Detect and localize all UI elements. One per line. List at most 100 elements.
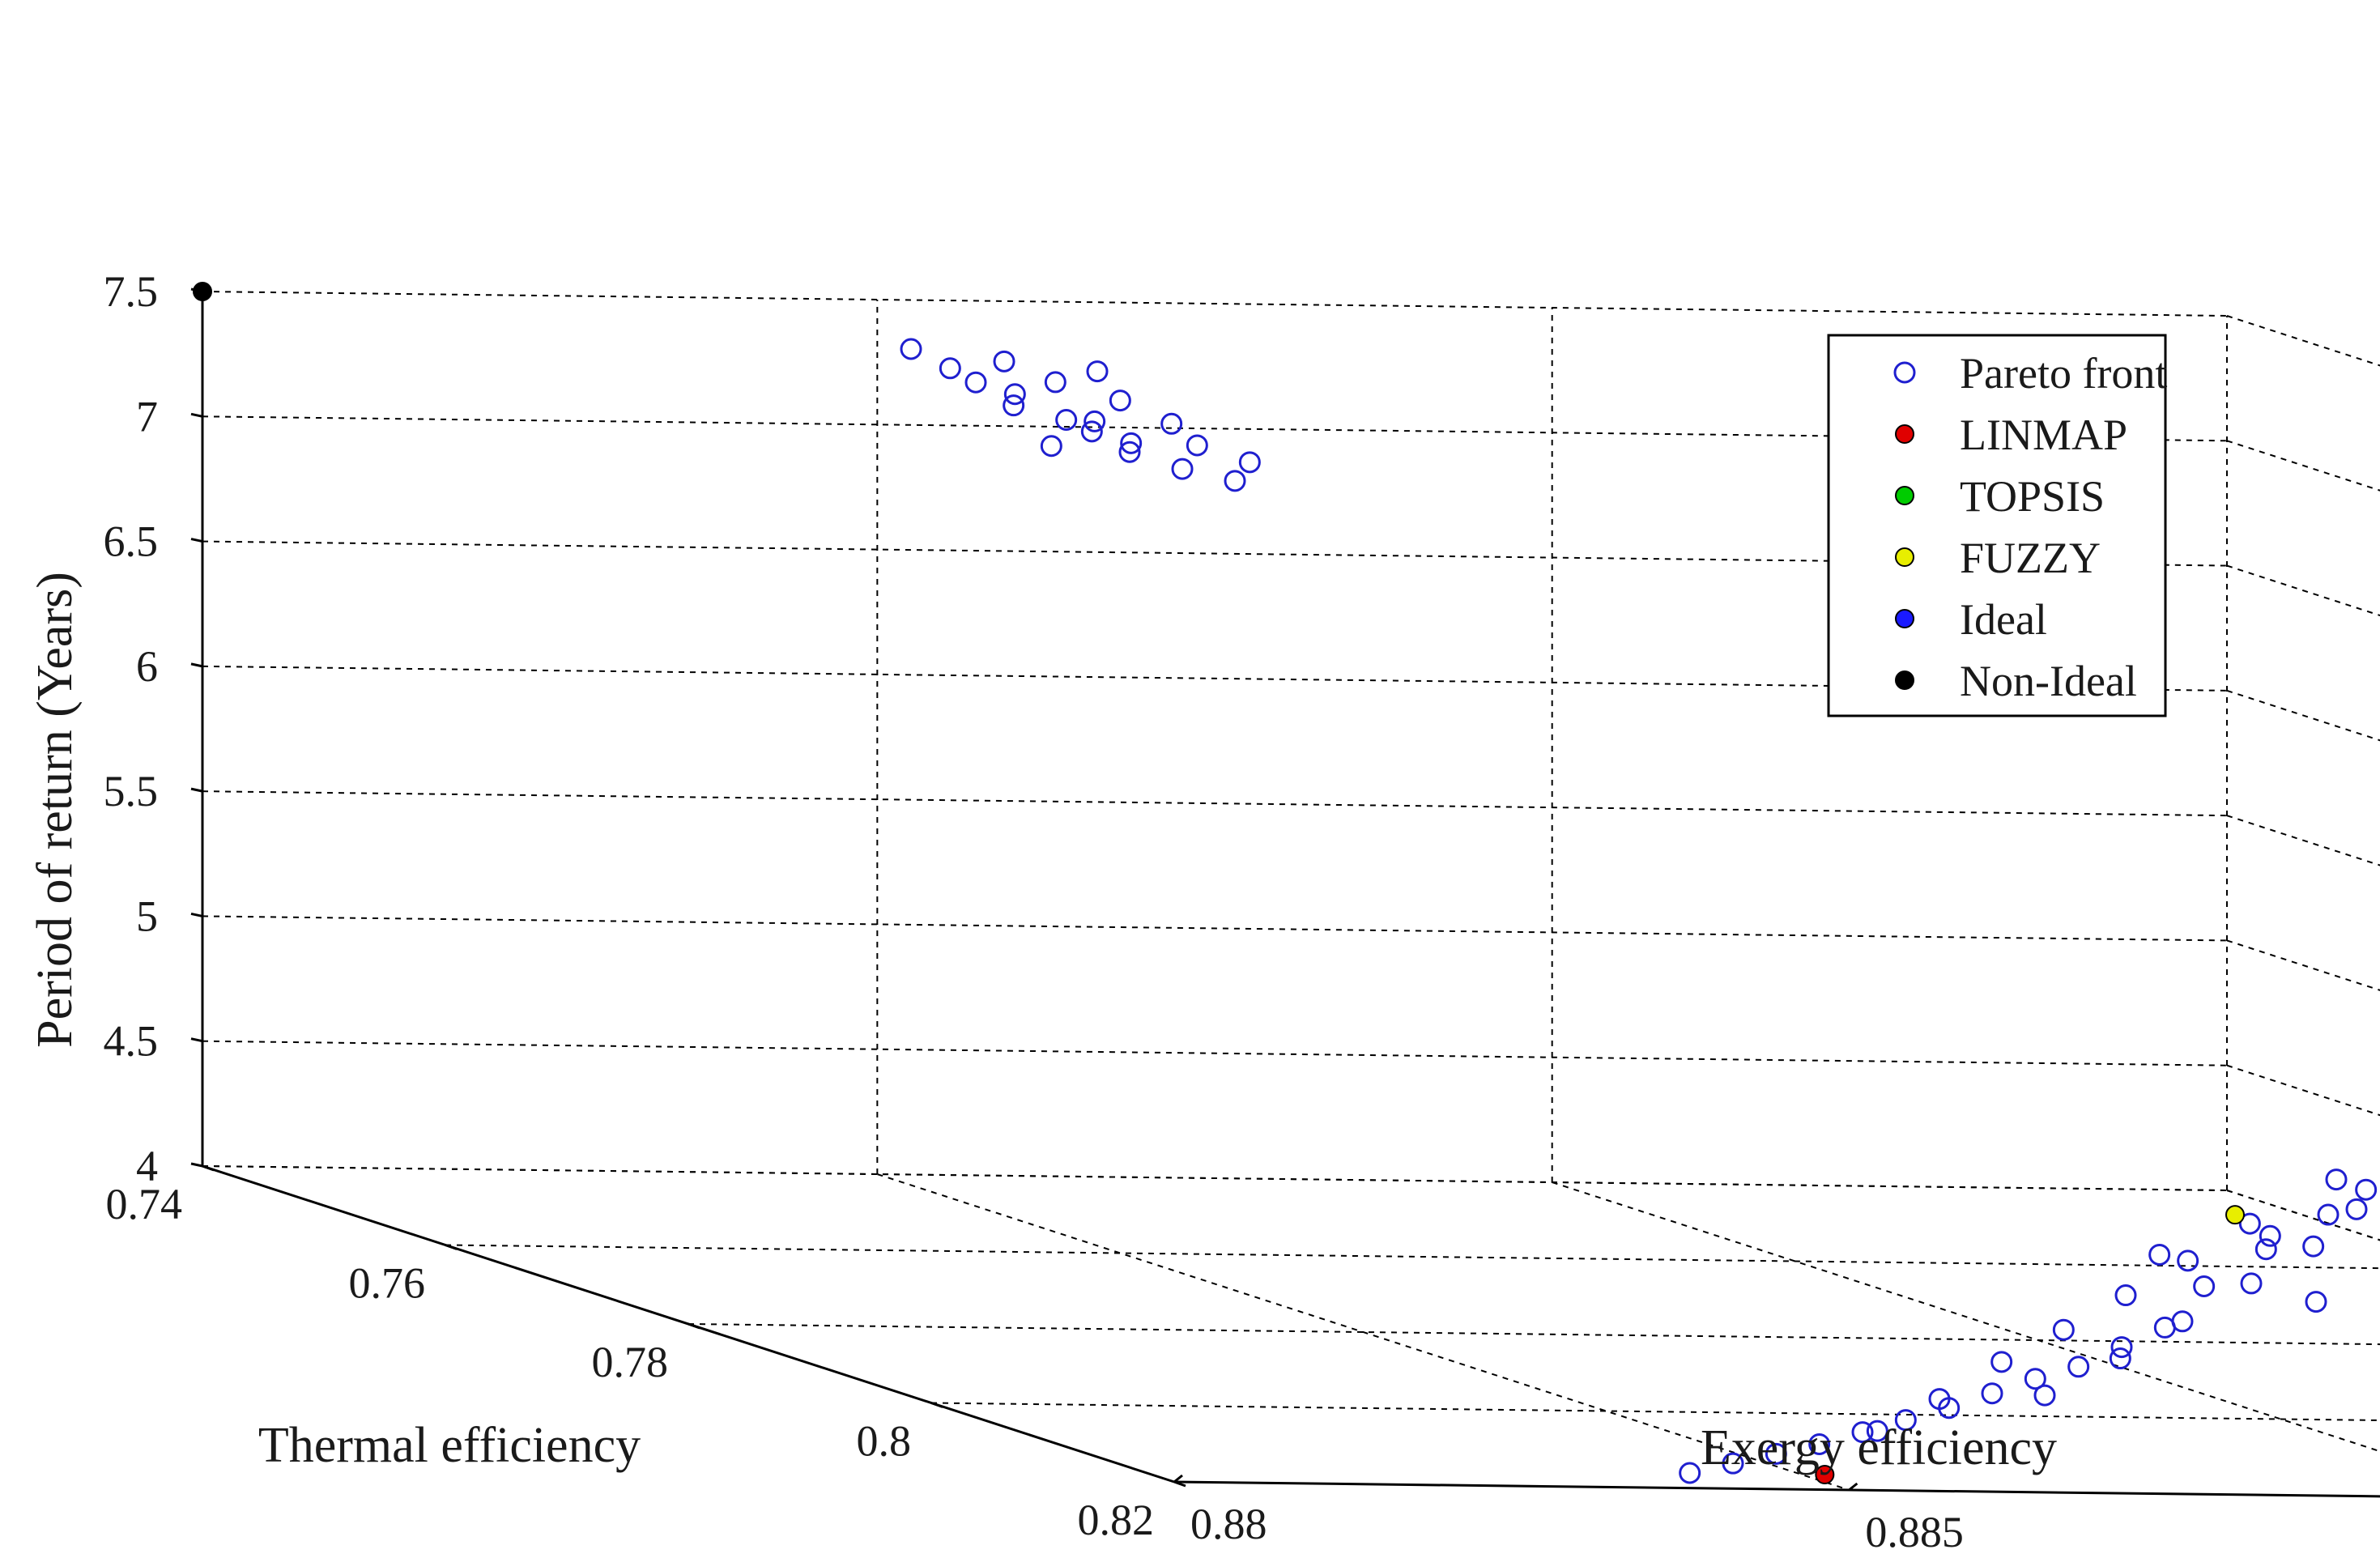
pareto-front-point — [1003, 394, 1025, 417]
y-tick-mark — [1173, 1474, 1183, 1484]
legend-marker-pareto-front — [1893, 361, 1916, 384]
z-tick-label: 7.5 — [104, 267, 159, 316]
grid-line — [202, 1165, 2228, 1191]
pareto-front-point — [1160, 412, 1183, 435]
pareto-front-point — [1080, 420, 1103, 443]
legend-label-ideal: Ideal — [1960, 595, 2047, 644]
pareto-front-point — [1120, 432, 1143, 454]
pareto-front-point — [1186, 434, 1208, 457]
grid-line — [202, 665, 2228, 692]
pareto-front-point — [1928, 1388, 1951, 1411]
grid-line — [1552, 1181, 2380, 1453]
pareto-front-point — [2259, 1224, 2281, 1247]
grid-line — [688, 1323, 2380, 1346]
pareto-front-point — [1040, 435, 1062, 458]
grid-line — [202, 540, 2228, 567]
pareto-front-point — [2052, 1318, 2075, 1341]
x-tick-label: 0.76 — [349, 1259, 426, 1308]
x-tick-mark — [688, 1322, 700, 1330]
y-tick-label: 0.885 — [1865, 1508, 1964, 1556]
x-tick-mark — [202, 1164, 215, 1172]
pareto-front-point — [1224, 470, 1246, 492]
legend-label-non-ideal: Non-Ideal — [1960, 657, 2137, 705]
z-tick-label: 6 — [136, 642, 158, 691]
pareto-front-point — [2024, 1368, 2046, 1390]
non-ideal-point — [193, 282, 212, 301]
pareto-front-point — [2345, 1198, 2368, 1220]
pareto-front-point — [1084, 410, 1106, 432]
z-tick-mark — [190, 1037, 203, 1043]
pareto-front-point — [2171, 1310, 2194, 1333]
pareto-front-point — [1765, 1442, 1787, 1465]
pareto-front-point — [1118, 441, 1141, 463]
x-tick-label: 0.74 — [106, 1180, 183, 1228]
legend-marker-topsis — [1895, 486, 1914, 505]
pareto-front-point — [1990, 1351, 2013, 1373]
pareto-front-point — [1866, 1420, 1888, 1442]
pareto-front-point — [1171, 458, 1194, 480]
linmap-point — [1815, 1464, 1835, 1484]
pareto-front-point — [2109, 1347, 2131, 1370]
z-axis-label: Period of return (Years) — [28, 572, 83, 1048]
z-tick-label: 5 — [136, 892, 158, 940]
legend-label-linmap: LINMAP — [1960, 411, 2127, 459]
legend-marker-fuzzy — [1895, 547, 1914, 567]
pareto-front-point — [2110, 1336, 2133, 1359]
pareto-front-point — [2355, 1178, 2378, 1201]
pareto-front-point — [964, 371, 987, 394]
pareto-front-point — [1109, 390, 1131, 412]
pareto-front-point — [900, 338, 922, 360]
pareto-front-point — [2254, 1238, 2277, 1261]
pareto-front-point — [993, 350, 1015, 372]
pareto-front-point — [2033, 1384, 2056, 1407]
z-tick-mark — [190, 412, 203, 418]
z-tick-label: 4.5 — [104, 1017, 159, 1066]
z-tick-label: 7 — [136, 392, 158, 441]
legend-label-fuzzy: FUZZY — [1960, 534, 2101, 582]
fuzzy-point — [2225, 1205, 2245, 1225]
pareto-front-point — [1808, 1432, 1831, 1455]
legend-marker-non-ideal — [1895, 670, 1914, 690]
pareto-front-point — [939, 357, 961, 380]
pareto-front-point — [1086, 360, 1109, 383]
legend-label-pareto-front: Pareto front — [1960, 349, 2167, 398]
grid-line — [445, 1244, 2380, 1270]
y-tick-label: 0.88 — [1190, 1500, 1267, 1548]
z-tick-mark — [190, 912, 203, 917]
x-tick-label: 0.82 — [1078, 1496, 1155, 1544]
pareto-front-point — [1722, 1452, 1744, 1475]
legend-box — [1827, 334, 2167, 717]
legend-label-topsis: TOPSIS — [1960, 472, 2105, 521]
pareto-front-point — [2148, 1243, 2171, 1266]
grid-line — [202, 915, 2228, 942]
pareto-front-point — [2317, 1203, 2340, 1226]
pareto-front-point — [1003, 383, 1026, 406]
legend-marker-linmap — [1895, 424, 1914, 444]
pareto-front-point — [1044, 371, 1067, 394]
pareto-front-point — [2305, 1291, 2327, 1313]
data-points — [193, 282, 2378, 1484]
pareto-front-point — [2240, 1272, 2263, 1295]
pareto-front-point — [2238, 1212, 2261, 1235]
z-tick-label: 6.5 — [104, 517, 159, 566]
x-tick-label: 0.78 — [592, 1338, 669, 1386]
pareto-front-point — [1238, 451, 1261, 474]
grid-line — [877, 1173, 1850, 1491]
z-tick-mark — [190, 1162, 203, 1168]
pareto-front-point — [2302, 1235, 2325, 1258]
z-tick-mark — [190, 662, 203, 668]
z-tick-label: 4 — [136, 1142, 158, 1190]
legend: Pareto front LINMAP TOPSIS FUZZY Ideal Non-Id… — [1827, 334, 2167, 717]
x-tick-mark — [445, 1244, 458, 1250]
pareto-front-point — [1981, 1382, 2003, 1405]
grid-line — [202, 1040, 2228, 1066]
pareto-front-point — [2114, 1284, 2137, 1307]
grid-line — [202, 790, 2228, 817]
x-tick-mark — [930, 1402, 943, 1408]
grid-line — [202, 415, 2228, 442]
y-axis-label: Exergy efficiency — [1701, 1420, 2057, 1475]
x-tick-label: 0.8 — [857, 1417, 912, 1466]
pareto-front-point — [2193, 1275, 2216, 1297]
